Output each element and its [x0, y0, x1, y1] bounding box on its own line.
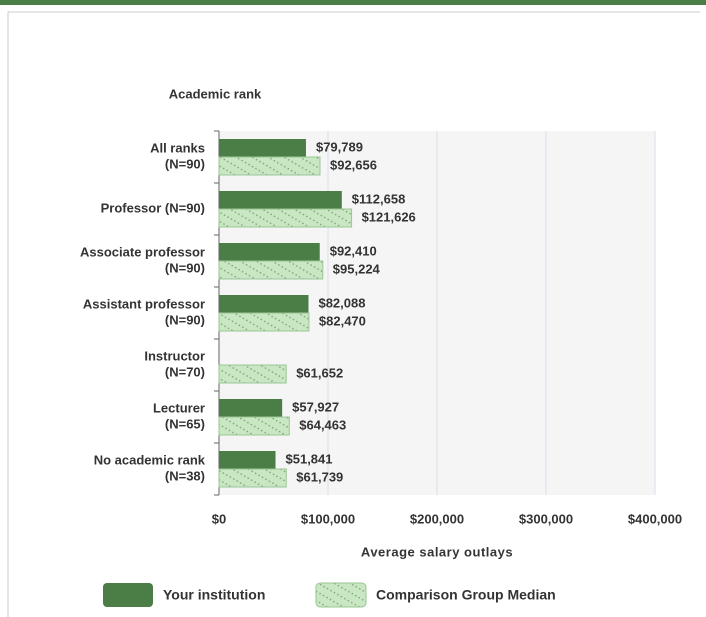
panel-border: [7, 11, 700, 617]
bar: [218, 260, 324, 280]
value-label: $61,739: [296, 469, 343, 484]
x-tick-label: $100,000: [301, 511, 355, 526]
legend-label: Comparison Group Median: [376, 587, 556, 603]
y-tick-label: Instructor: [144, 348, 205, 363]
bar: [219, 243, 320, 261]
bar: [218, 312, 310, 332]
value-label: $112,658: [352, 191, 406, 206]
bar: [219, 399, 283, 417]
bar: [219, 191, 342, 209]
y-tick-label: (N=65): [165, 416, 205, 431]
y-tick-label: (N=90): [165, 312, 205, 327]
value-label: $92,410: [330, 243, 377, 258]
x-axis-title: Average salary outlays: [361, 544, 513, 559]
x-tick-label: $0: [212, 511, 226, 526]
value-label: $51,841: [286, 451, 333, 466]
value-label: $82,470: [319, 313, 366, 328]
bar: [218, 156, 321, 176]
y-tick-label: No academic rank: [94, 452, 206, 467]
y-tick-label: Professor (N=90): [101, 200, 205, 215]
y-tick-label: (N=70): [165, 364, 205, 379]
top-bar: [0, 0, 706, 5]
y-tick-label: (N=38): [165, 468, 205, 483]
bar: [218, 468, 287, 488]
y-tick-label: Assistant professor: [83, 296, 205, 311]
y-tick-label: All ranks: [150, 140, 205, 155]
x-tick-label: $300,000: [519, 511, 573, 526]
bar: [218, 208, 353, 228]
value-label: $82,088: [318, 295, 365, 310]
x-tick-label: $200,000: [410, 511, 464, 526]
x-tick-label: $400,000: [628, 511, 682, 526]
y-tick-label: (N=90): [165, 156, 205, 171]
y-tick-label: Lecturer: [153, 400, 205, 415]
value-label: $121,626: [362, 209, 416, 224]
bar: [219, 451, 276, 469]
value-label: $57,927: [292, 399, 339, 414]
value-label: $61,652: [296, 365, 343, 380]
value-label: $79,789: [316, 139, 363, 154]
bar: [218, 416, 290, 436]
legend-swatch: [103, 583, 153, 607]
y-tick-label: Associate professor: [80, 244, 205, 259]
bar: [219, 139, 306, 157]
y-tick-label: (N=90): [165, 260, 205, 275]
value-label: $95,224: [333, 261, 381, 276]
legend-label: Your institution: [163, 587, 265, 603]
value-label: $64,463: [299, 417, 346, 432]
bar: [219, 295, 309, 313]
y-axis-title: Academic rank: [169, 86, 262, 101]
value-label: $92,656: [330, 157, 377, 172]
bar: [218, 364, 287, 384]
legend-swatch: [315, 582, 367, 608]
